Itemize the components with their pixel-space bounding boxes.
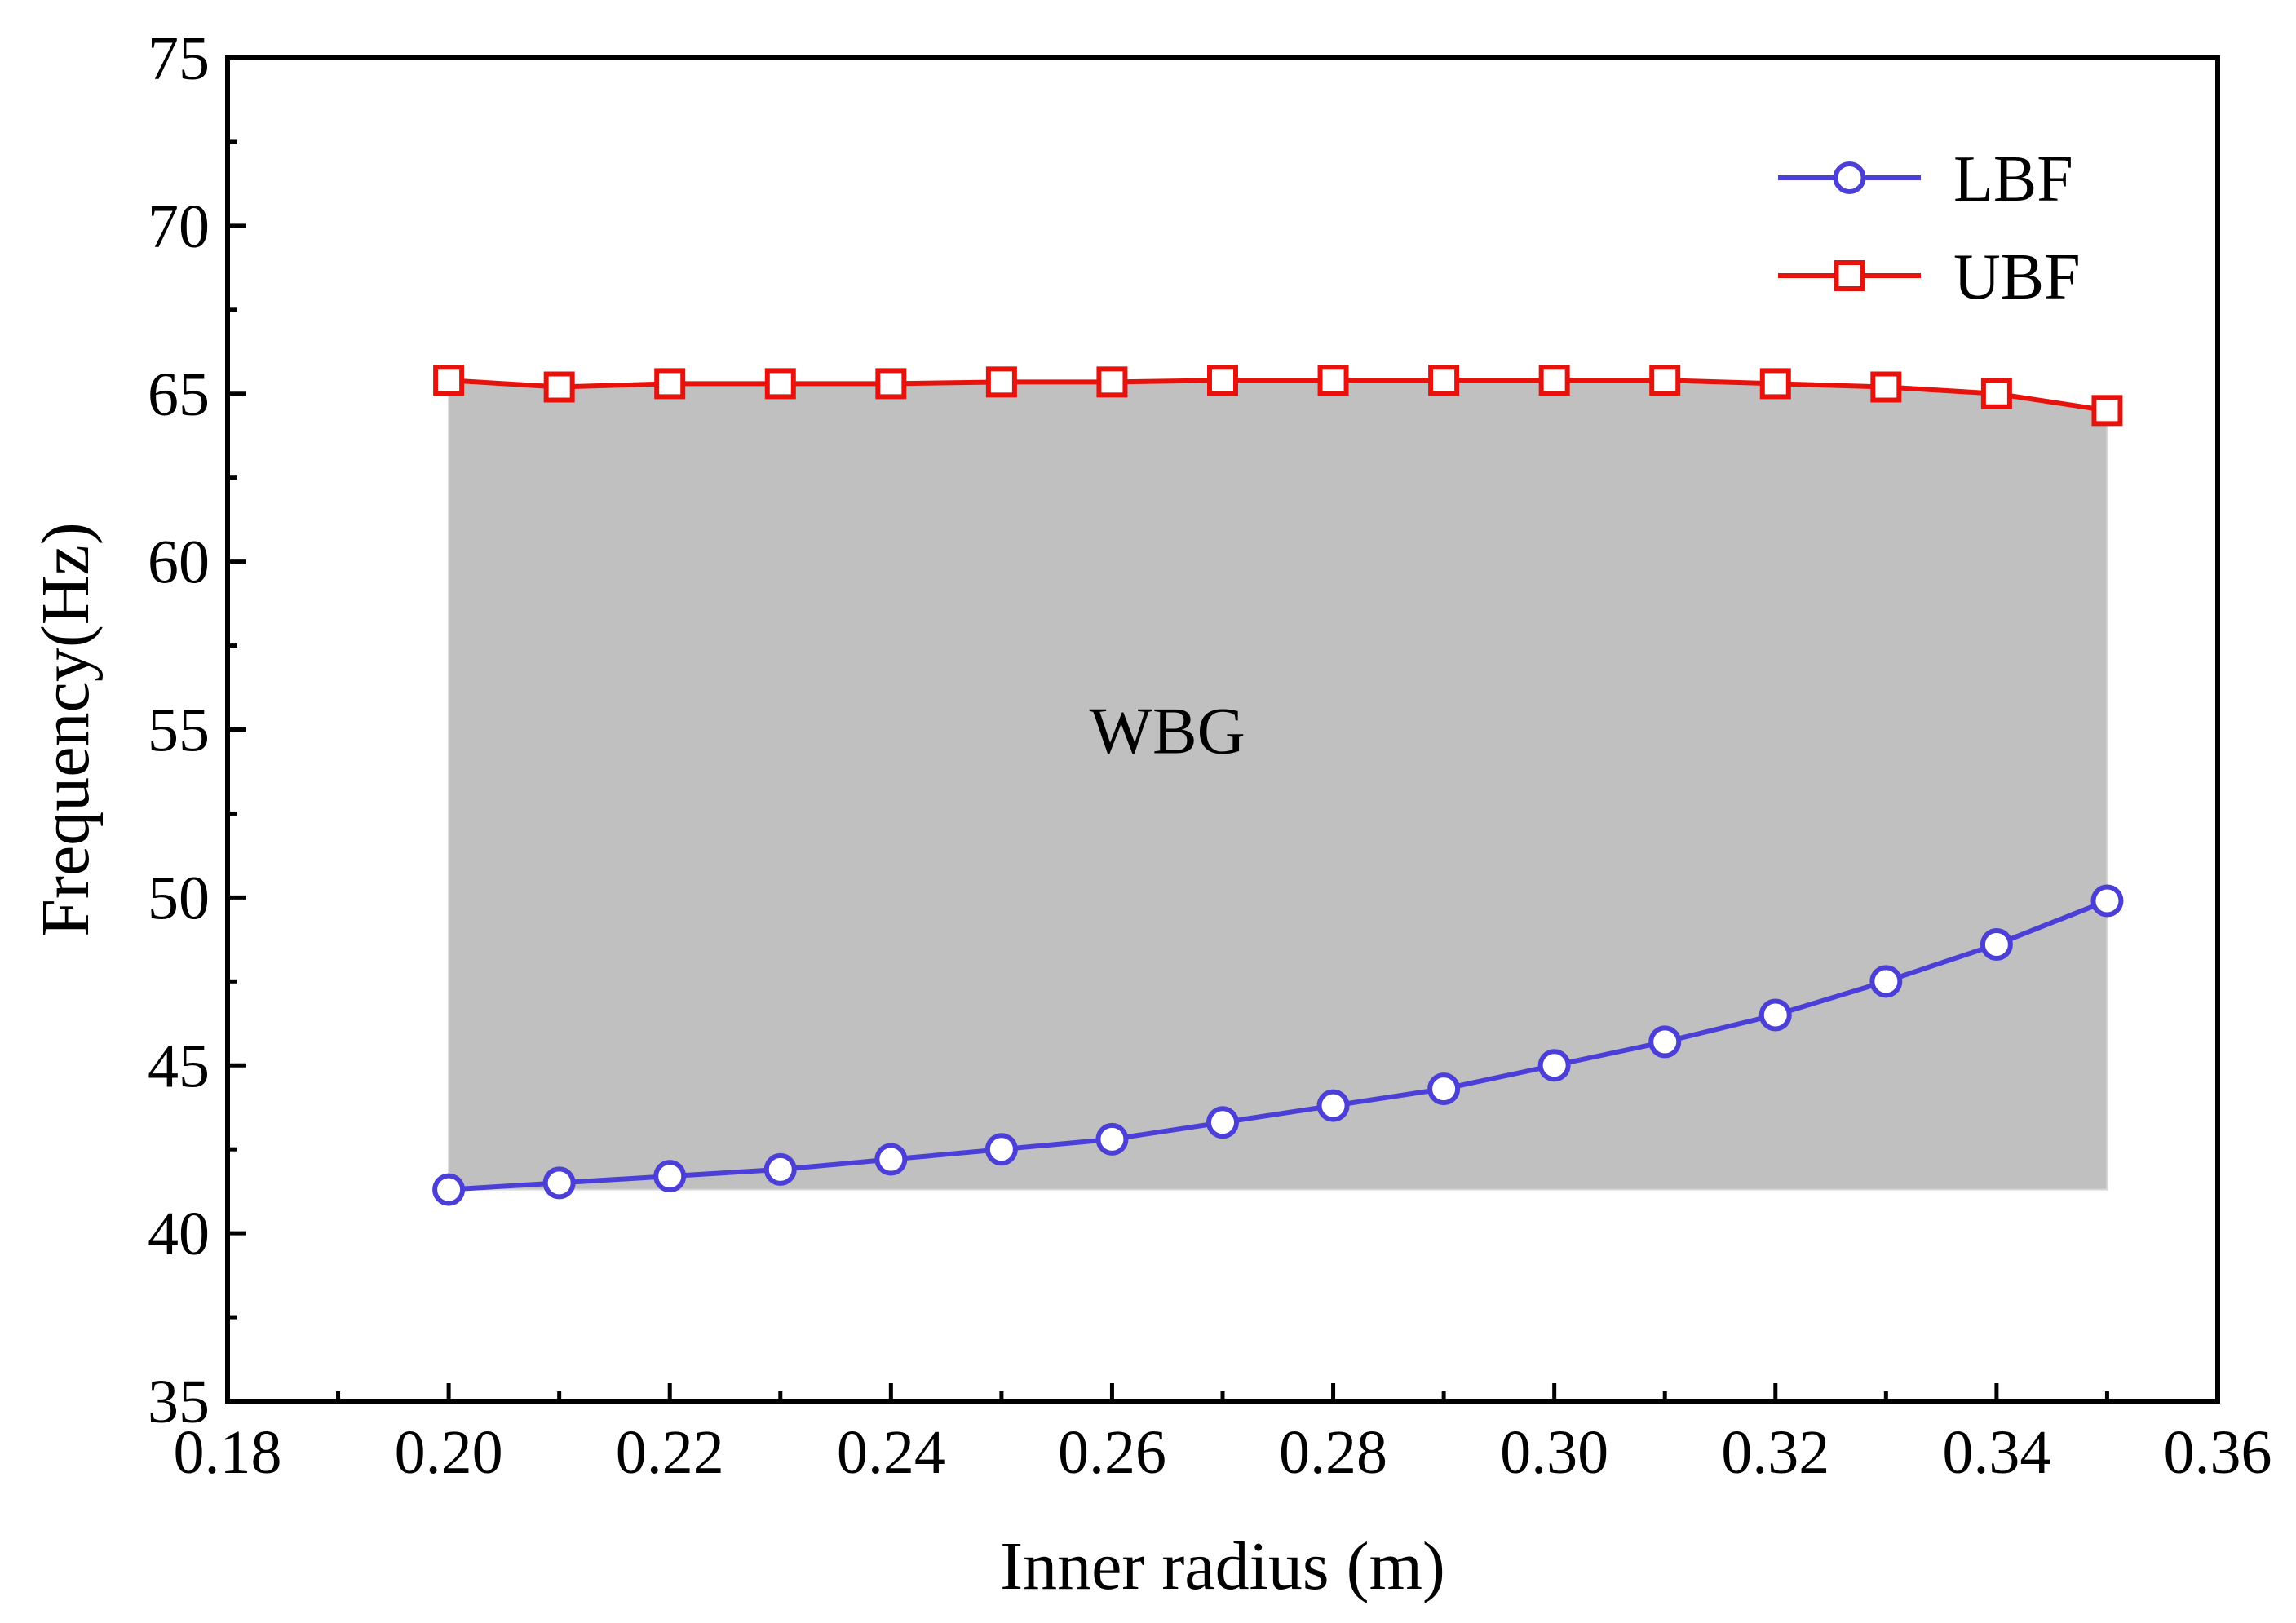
ubf-point — [1649, 365, 1681, 396]
lbf-point — [653, 1160, 687, 1193]
ubf-point — [1428, 365, 1460, 396]
lbf-point — [1316, 1089, 1350, 1122]
x-tick-label: 0.26 — [1058, 1418, 1166, 1487]
lbf-point — [1758, 998, 1792, 1032]
ubf-point — [764, 368, 796, 400]
lbf-point — [1537, 1049, 1571, 1082]
lbf-point — [1648, 1025, 1682, 1059]
ubf-point — [1870, 371, 1902, 403]
y-tick-label: 50 — [148, 864, 210, 932]
y-tick-label: 55 — [148, 697, 210, 765]
x-tick-label: 0.20 — [395, 1418, 503, 1487]
ubf-point — [875, 368, 907, 400]
labels-layer: 0.18 0.20 0.22 0.24 0.26 0.28 0.30 0.32 0.34 0.36… — [148, 24, 2272, 1487]
x-tick-label: 0.36 — [2164, 1418, 2272, 1487]
ubf-point — [1538, 365, 1570, 396]
y-tick-label: 65 — [148, 360, 210, 429]
ubf-point — [2091, 395, 2123, 427]
ubf-point — [543, 371, 575, 403]
legend[interactable]: LBF UBF — [1778, 144, 2081, 313]
band-layer — [448, 379, 2108, 1191]
ticks-layer — [225, 55, 2220, 1404]
x-tick-label: 0.18 — [174, 1418, 282, 1487]
lbf-point — [432, 1173, 466, 1206]
x-tick-label: 0.22 — [616, 1418, 724, 1487]
ubf-point — [1207, 365, 1238, 396]
series-lbf — [432, 884, 2124, 1206]
lbf-point — [1869, 965, 1903, 998]
wbg-band — [448, 379, 2108, 1191]
ubf-point — [654, 368, 686, 400]
y-tick-label: 60 — [148, 528, 210, 597]
legend-label: UBF — [1953, 241, 2081, 313]
ubf-point — [1759, 368, 1791, 400]
x-axis-title: Inner radius (m) — [1000, 1528, 1445, 1604]
ubf-point — [1317, 365, 1349, 396]
y-tick-label: 45 — [148, 1032, 210, 1100]
ubf-line — [448, 378, 2108, 413]
y-axis-title: Frequency(Hz) — [28, 522, 104, 936]
ubf-point — [985, 366, 1017, 398]
series-layer — [432, 365, 2124, 1206]
x-tick-label: 0.28 — [1279, 1418, 1387, 1487]
x-tick-label: 0.34 — [1942, 1418, 2050, 1487]
y-tick-label: 75 — [148, 24, 210, 93]
x-tick-label: 0.32 — [1721, 1418, 1829, 1487]
legend-marker-square — [1834, 260, 1865, 291]
series-ubf — [433, 365, 2123, 427]
legend-item-lbf[interactable]: LBF — [1778, 144, 2073, 215]
ubf-point — [1096, 366, 1128, 398]
lbf-point — [763, 1152, 797, 1186]
legend-marker-circle — [1833, 161, 1866, 194]
legend-item-ubf[interactable]: UBF — [1778, 241, 2081, 313]
band-annotation: WBG — [1090, 693, 1245, 767]
y-tick-label: 35 — [148, 1368, 210, 1436]
x-tick-label: 0.24 — [837, 1418, 945, 1487]
y-tick-label: 70 — [148, 192, 210, 261]
y-tick-label: 40 — [148, 1200, 210, 1268]
legend-label: LBF — [1953, 144, 2073, 215]
lbf-point — [1980, 928, 2013, 962]
lbf-point — [874, 1143, 908, 1176]
lbf-point — [984, 1133, 1018, 1166]
lbf-point — [1427, 1072, 1461, 1106]
lbf-point — [1206, 1106, 1239, 1139]
ubf-point — [1980, 378, 2012, 409]
lbf-point — [542, 1166, 576, 1200]
lbf-line — [448, 898, 2108, 1192]
lbf-point — [2090, 884, 2124, 918]
ubf-point — [433, 365, 465, 396]
x-tick-label: 0.30 — [1500, 1418, 1608, 1487]
lbf-point — [1095, 1122, 1129, 1156]
